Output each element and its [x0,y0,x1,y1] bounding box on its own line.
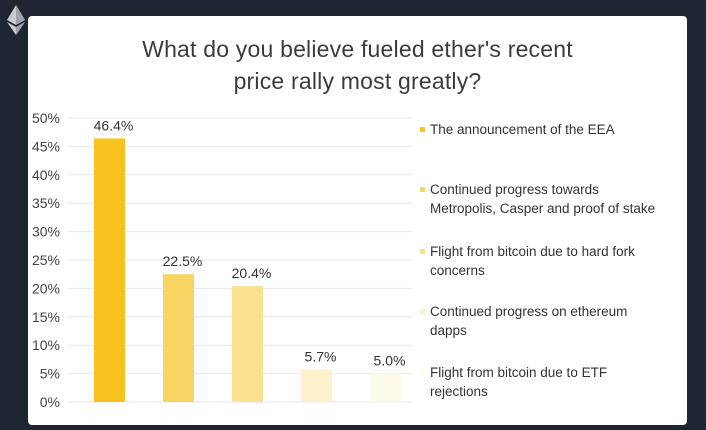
bar [232,286,263,402]
y-tick-label: 25% [32,252,60,268]
legend-label: Metropolis, Casper and proof of stake [430,201,655,216]
legend-label: rejections [430,384,488,399]
legend-swatch [420,127,425,132]
legend-label: concerns [430,263,485,278]
legend-label: dapps [430,323,467,338]
legend-label: Continued progress on ethereum [430,304,627,319]
y-tick-label: 50% [32,110,60,126]
y-tick-label: 20% [32,280,60,296]
chart-card [28,16,687,425]
y-tick-label: 30% [32,224,60,240]
y-tick-label: 0% [40,394,60,410]
legend-label: The announcement of the EEA [430,122,615,137]
y-tick-label: 40% [32,167,60,183]
bar [163,274,194,402]
chart-title-line-1: What do you believe fueled ether's recen… [142,36,573,62]
bar-value-label: 5.0% [374,353,406,369]
bar [370,373,401,402]
y-tick-label: 15% [32,309,60,325]
y-tick-label: 10% [32,337,60,353]
bar-value-label: 22.5% [163,253,203,269]
y-tick-label: 45% [32,138,60,154]
chart-title-line-2: price rally most greatly? [233,68,482,94]
legend-swatch [420,370,425,375]
ethereum-logo-icon [7,5,25,35]
y-tick-label: 35% [32,195,60,211]
legend-swatch [420,249,425,254]
bar-value-label: 46.4% [94,117,134,133]
y-tick-label: 5% [40,366,60,382]
bar [94,138,125,402]
legend-swatch [420,309,425,314]
legend-swatch [420,187,425,192]
bar-value-label: 5.7% [305,349,337,365]
bar-value-label: 20.4% [232,265,272,281]
legend-label: Flight from bitcoin due to ETF [430,365,607,380]
legend-label: Flight from bitcoin due to hard fork [430,244,635,259]
legend-label: Continued progress towards [430,182,599,197]
bar [301,369,332,402]
